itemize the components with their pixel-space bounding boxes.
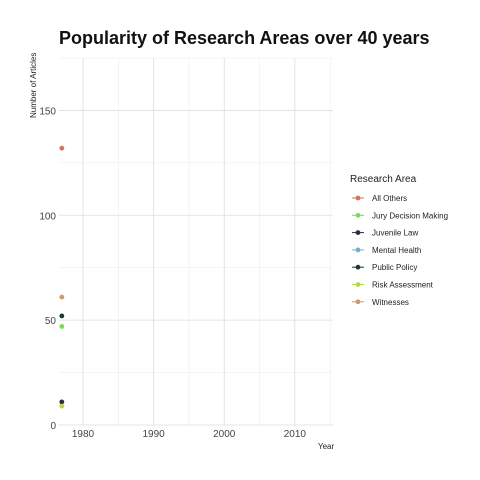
legend-label: Jury Decision Making [372, 211, 448, 220]
y-axis-label: Number of Articles [29, 53, 38, 118]
x-tick-label: 2010 [284, 429, 307, 440]
legend-label: Juvenile Law [372, 229, 418, 238]
legend-key-dot [355, 195, 361, 201]
legend: All Others Jury Decision Making Juvenile L… [352, 194, 448, 307]
y-tick-label: 150 [39, 106, 56, 117]
y-tick-label: 50 [45, 316, 57, 327]
x-tick-label: 2000 [213, 429, 236, 440]
data-point [59, 399, 65, 405]
data-point [59, 403, 65, 409]
data-point [59, 294, 65, 300]
data-points [59, 145, 65, 409]
legend-item: Risk Assessment [352, 281, 434, 290]
y-tick-label: 0 [50, 421, 56, 432]
legend-label: All Others [372, 194, 407, 203]
legend-item: Witnesses [352, 298, 409, 307]
legend-item: Juvenile Law [352, 229, 418, 238]
legend-key-dot [355, 264, 361, 270]
legend-label: Public Policy [372, 263, 417, 272]
data-point [59, 145, 65, 151]
legend-label: Witnesses [372, 298, 409, 307]
x-tick-label: 1980 [72, 429, 95, 440]
data-point [59, 313, 65, 319]
legend-item: Jury Decision Making [352, 211, 448, 220]
legend-label: Mental Health [372, 246, 421, 255]
legend-item: Mental Health [352, 246, 421, 255]
legend-key-dot [355, 247, 361, 253]
legend-key-dot [355, 299, 361, 305]
axis-ticks: 1980 1990 2000 2010 0 50 100 150 [39, 106, 306, 440]
legend-item: Public Policy [352, 263, 417, 272]
legend-item: All Others [352, 194, 407, 203]
legend-title: Research Area [350, 174, 417, 185]
x-axis-label: Year [318, 442, 335, 451]
grid [59, 57, 333, 426]
legend-label: Risk Assessment [372, 281, 434, 290]
chart-title: Popularity of Research Areas over 40 yea… [59, 28, 430, 48]
legend-key-dot [355, 230, 361, 236]
legend-key-dot [355, 282, 361, 287]
data-point [59, 324, 65, 329]
y-tick-label: 100 [39, 211, 56, 222]
legend-key-dot [355, 212, 361, 218]
x-tick-label: 1990 [143, 429, 166, 440]
